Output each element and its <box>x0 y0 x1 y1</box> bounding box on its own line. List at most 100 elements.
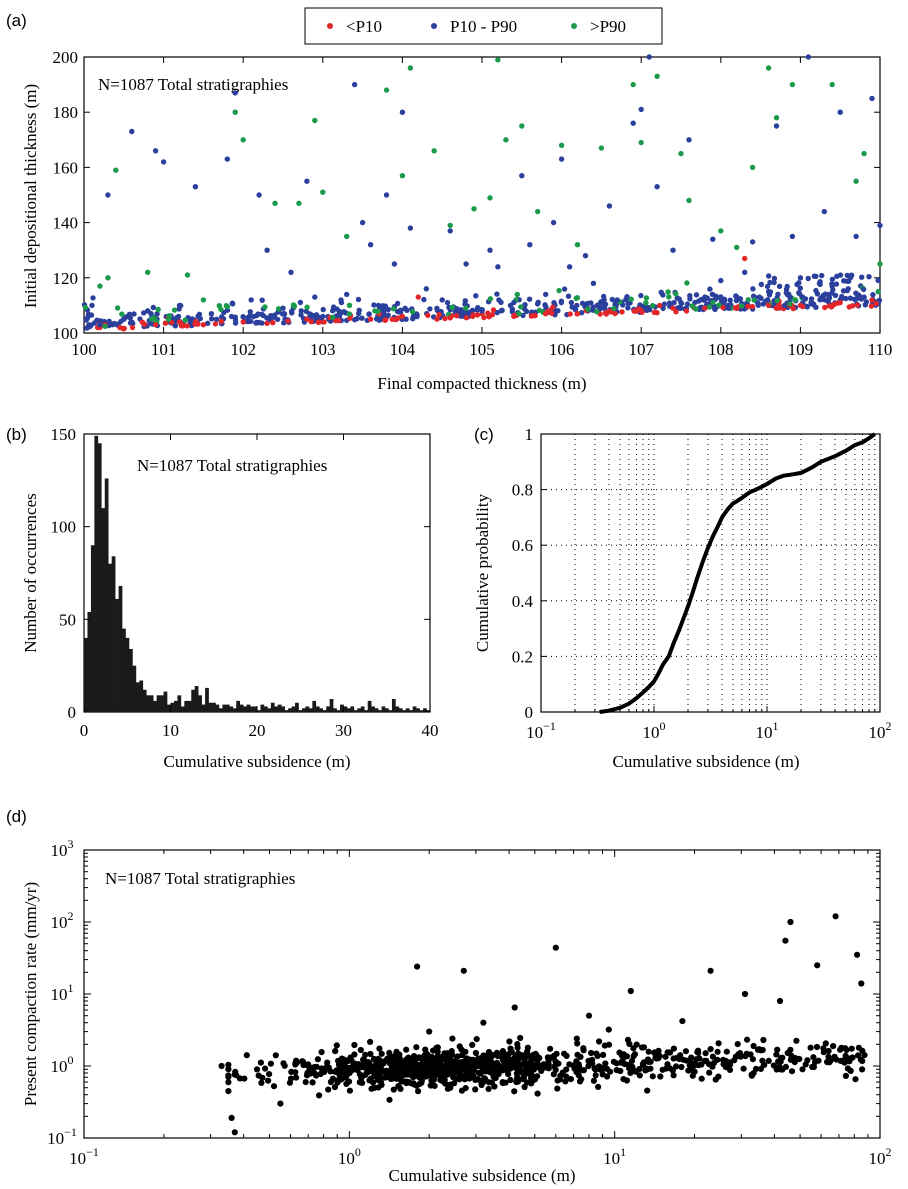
panel-a-point <box>367 316 374 322</box>
panel-a-point <box>837 272 844 278</box>
panel-a-point <box>776 283 783 289</box>
panel-d-point <box>403 1046 410 1053</box>
panel-a-point <box>787 294 793 300</box>
panel-b-bar <box>132 665 137 712</box>
panel-a-point <box>625 305 631 311</box>
panel-d-point <box>293 1057 300 1064</box>
panel-d-point <box>592 1072 599 1079</box>
panel-d-point <box>395 1067 402 1074</box>
panel-b-xtick-label: 30 <box>335 721 352 740</box>
panel-a-point <box>88 312 95 318</box>
panel-a-point <box>630 81 636 88</box>
panel-a-point <box>706 304 712 310</box>
panel-a-point <box>399 313 406 320</box>
panel-a-point <box>264 320 270 326</box>
panel-a-point <box>224 156 230 162</box>
panel-d-point <box>454 1053 461 1061</box>
panel-d-point <box>557 1072 564 1079</box>
panel-d-points <box>218 913 868 1136</box>
panel-a-point <box>702 305 708 311</box>
panel-d-point <box>842 1072 850 1079</box>
panel-a-point <box>152 322 159 328</box>
panel-d-point <box>375 1071 382 1078</box>
panel-b-bar <box>395 706 400 712</box>
panel-a-point <box>789 81 796 88</box>
panel-c-ytick-label: 1 <box>525 425 534 444</box>
panel-b-bar <box>128 648 133 712</box>
panel-b-bar <box>232 708 237 712</box>
panel-a-point <box>638 139 644 146</box>
panel-d-point <box>419 1073 426 1081</box>
panel-a-point <box>829 283 835 289</box>
panel-d-point <box>423 1050 430 1057</box>
panel-a-point <box>176 302 183 309</box>
panel-d-point <box>398 1078 405 1085</box>
panel-d-point <box>258 1079 265 1086</box>
panel-d-point <box>677 1052 684 1059</box>
panel-d-point <box>837 1057 844 1064</box>
panel-d-point <box>690 1067 697 1074</box>
panel-d-point <box>832 913 839 920</box>
panel-a-point <box>304 304 310 310</box>
panel-d-point <box>367 1038 374 1045</box>
panel-a-point <box>847 295 854 301</box>
panel-a-point <box>702 294 708 300</box>
panel-d-point <box>360 1056 367 1063</box>
panel-d-point <box>292 1069 299 1076</box>
panel-a-point <box>684 280 690 286</box>
panel-a-point <box>129 324 136 331</box>
panel-b-bar <box>267 708 272 712</box>
panel-a-point <box>321 319 327 325</box>
panel-d-point <box>512 1059 519 1066</box>
panel-b-xtick-label: 0 <box>80 721 89 740</box>
panel-d-point <box>376 1057 383 1064</box>
panel-a-point <box>160 159 167 165</box>
panel-a-point <box>371 302 377 308</box>
panel-d-point <box>670 1055 677 1062</box>
panel-a-point <box>710 236 716 242</box>
panel-a-point <box>385 312 391 318</box>
panel-a-point <box>145 269 151 275</box>
panel-d-point <box>825 1053 832 1060</box>
panel-a-point <box>875 289 881 295</box>
panel-b-bar <box>243 706 247 712</box>
panel-d-point <box>267 1060 274 1067</box>
panel-a-point <box>841 278 847 284</box>
panel-a-point <box>94 317 100 323</box>
panel-b-bar <box>270 702 275 712</box>
panel-a-point <box>296 200 302 206</box>
panel-a-point <box>527 242 533 248</box>
panel-a-point <box>344 291 350 298</box>
panel-d-point <box>722 1057 729 1065</box>
panel-d-point <box>456 1071 463 1078</box>
panel-a: (a) N=1087 Total stratigraphies Final co… <box>6 7 892 393</box>
panel-d-point <box>412 1071 419 1078</box>
panel-d-point <box>750 1042 757 1050</box>
legend-marker-lt-p10 <box>327 23 333 29</box>
panel-d-point <box>575 1072 582 1079</box>
panel-d-point <box>472 1049 479 1057</box>
panel-b-bar <box>391 699 396 712</box>
panel-a-point <box>232 320 239 326</box>
panel-d-point <box>691 1060 698 1067</box>
panel-a-point <box>868 303 875 309</box>
panel-b-ticks: 0 10 20 30 40 0 50 100 150 <box>51 425 439 740</box>
panel-a-ytick-label: 180 <box>53 103 79 122</box>
panel-a-point <box>399 173 406 179</box>
panel-d-point <box>820 1045 827 1052</box>
panel-a-point <box>490 307 497 313</box>
panel-d-point <box>318 1049 325 1056</box>
panel-d-point <box>443 1071 450 1078</box>
panel-a-point <box>315 314 321 320</box>
panel-b-bar <box>222 704 227 712</box>
panel-a-point <box>359 315 365 321</box>
panel-a-point <box>528 313 535 319</box>
panel-b-bar <box>156 695 161 712</box>
panel-d-point <box>236 1075 243 1082</box>
panel-d-point <box>577 1053 584 1060</box>
panel-a-point <box>658 289 664 295</box>
panel-a-point <box>542 302 548 308</box>
legend-marker-gt-p90 <box>571 23 577 29</box>
panel-a-point <box>176 319 183 325</box>
panel-d-point <box>428 1053 436 1061</box>
